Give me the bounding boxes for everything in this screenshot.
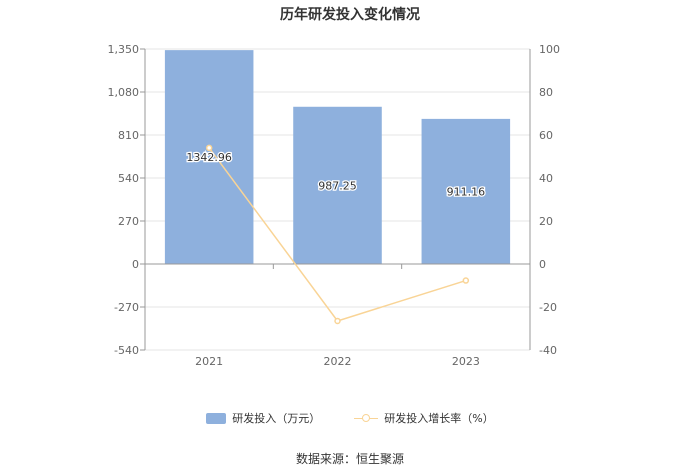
left-axis-tick-label: 540 (118, 172, 139, 185)
data-source: 数据来源：恒生聚源 (295, 452, 404, 466)
growth-line (205, 144, 470, 325)
legend-item-rd-investment[interactable]: 研发投入（万元） (206, 410, 320, 426)
legend-label-rd-investment: 研发投入（万元） (232, 412, 321, 425)
growth-point-2022 (334, 317, 341, 325)
axes: 1,350 1,080 810 540 270 0 -270 -540 100 80 60 40 20 0… (108, 43, 561, 368)
legend-bar-swatch (206, 412, 227, 424)
bar-2023 (421, 118, 511, 264)
left-axis-tick-label: -270 (114, 301, 139, 314)
bar-value-label: 911.16 (447, 185, 486, 198)
data-labels: 1342.96 987.25 911.16 (185, 150, 486, 200)
left-axis-tick-label: 1,080 (108, 86, 140, 99)
legend-item-growth-rate[interactable]: 研发投入增长率（%） (354, 410, 494, 426)
growth-point-2021 (205, 144, 213, 152)
bar-value-label: 987.25 (318, 179, 357, 192)
left-axis-tick-label: 810 (118, 129, 139, 142)
bars (164, 50, 511, 264)
bar-value-label: 1342.96 (186, 151, 232, 164)
legend-line-swatch (354, 413, 379, 424)
growth-point-2023 (462, 277, 470, 284)
bar-2022 (293, 106, 382, 264)
right-axis-tick-label: 100 (539, 43, 560, 56)
right-axis-tick-label: 60 (539, 129, 553, 142)
bar-2021 (164, 50, 254, 264)
legend-label-growth-rate: 研发投入增长率（%） (384, 412, 494, 425)
left-axis-tick-label: 0 (132, 258, 139, 271)
right-axis-tick-label: 0 (539, 258, 546, 271)
left-axis-tick-label: -540 (114, 344, 139, 357)
legend: 研发投入（万元） 研发投入增长率（%） (0, 410, 700, 426)
right-axis-tick-label: -20 (539, 301, 557, 314)
chart-title: 历年研发投入变化情况 (280, 7, 420, 23)
x-axis-tick-label: 2023 (452, 355, 480, 368)
right-axis-tick-label: -40 (539, 344, 557, 357)
right-axis-tick-label: 80 (539, 86, 553, 99)
x-axis-tick-label: 2021 (195, 355, 223, 368)
right-axis-tick-label: 20 (539, 215, 553, 228)
x-axis-tick-label: 2022 (324, 355, 352, 368)
left-axis-tick-label: 270 (118, 215, 139, 228)
right-axis-tick-label: 40 (539, 172, 553, 185)
left-axis-tick-label: 1,350 (108, 43, 140, 56)
